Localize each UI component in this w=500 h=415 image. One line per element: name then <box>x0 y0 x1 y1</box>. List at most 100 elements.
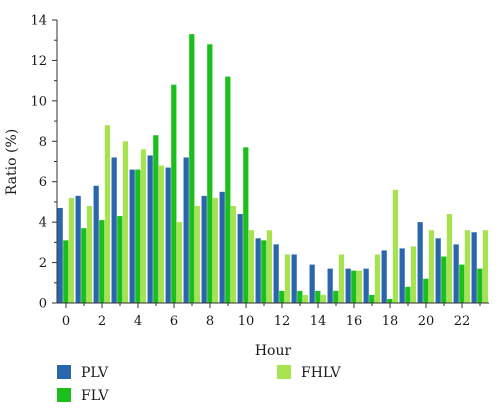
bar-plv-13 <box>291 254 297 303</box>
bar-plv-8 <box>201 195 207 303</box>
bar-fhlv-12 <box>284 254 291 303</box>
bar-plv-4 <box>129 169 135 303</box>
bar-fhlv-16 <box>356 270 363 303</box>
bar-fhlv-23 <box>482 230 489 303</box>
bar-flv-13 <box>297 290 303 303</box>
bar-flv-18 <box>387 298 393 303</box>
bar-fhlv-19 <box>410 246 417 303</box>
y-tick-label: 12 <box>30 54 47 69</box>
bar-fhlv-15 <box>338 254 345 303</box>
bar-plv-19 <box>399 248 405 303</box>
bar-fhlv-22 <box>464 230 471 303</box>
legend-swatch-plv <box>57 365 71 379</box>
bar-plv-18 <box>381 250 387 303</box>
bar-fhlv-10 <box>248 230 255 303</box>
bar-fhlv-8 <box>212 197 219 303</box>
bar-flv-17 <box>369 294 375 303</box>
bar-flv-1 <box>81 228 87 303</box>
y-axis-title: Ratio (%) <box>4 129 20 195</box>
bar-plv-22 <box>453 244 459 303</box>
bar-plv-1 <box>75 195 81 303</box>
bar-fhlv-11 <box>266 230 273 303</box>
x-tick-label: 6 <box>170 314 178 329</box>
y-tick-label: 2 <box>39 256 47 271</box>
bar-fhlv-5 <box>158 165 165 303</box>
bar-fhlv-6 <box>176 222 183 303</box>
bar-plv-16 <box>345 268 351 303</box>
bar-fhlv-14 <box>320 294 327 303</box>
bar-flv-7 <box>189 34 195 304</box>
bar-flv-12 <box>279 290 285 303</box>
x-tick-label: 14 <box>310 314 327 329</box>
bar-fhlv-7 <box>194 205 201 303</box>
x-tick-label: 12 <box>274 314 291 329</box>
bar-fhlv-2 <box>104 125 111 303</box>
bar-fhlv-17 <box>374 254 381 303</box>
x-tick-label: 0 <box>62 314 70 329</box>
x-tick-label: 10 <box>238 314 255 329</box>
bar-flv-16 <box>351 270 357 303</box>
bar-plv-6 <box>165 167 171 303</box>
bar-fhlv-20 <box>428 230 435 303</box>
bar-plv-21 <box>435 238 441 303</box>
bar-plv-12 <box>273 244 279 303</box>
x-tick-label: 20 <box>418 314 435 329</box>
y-tick-label: 4 <box>39 216 47 231</box>
bar-plv-17 <box>363 268 369 303</box>
bar-fhlv-13 <box>302 294 309 303</box>
x-tick-label: 16 <box>346 314 363 329</box>
bar-fhlv-0 <box>68 197 75 303</box>
x-ticks-group: 0 2 4 6 8 10 12 14 16 18 20 22 <box>62 303 481 329</box>
bar-plv-9 <box>219 191 225 303</box>
bar-flv-6 <box>171 84 177 303</box>
bar-flv-2 <box>99 220 105 303</box>
bar-flv-8 <box>207 44 213 303</box>
bar-fhlv-4 <box>140 149 147 303</box>
x-tick-label: 8 <box>206 314 214 329</box>
bar-flv-9 <box>225 76 231 303</box>
bar-flv-14 <box>315 290 321 303</box>
bar-flv-23 <box>477 268 483 303</box>
bar-plv-5 <box>147 155 153 303</box>
legend-swatch-fhlv <box>277 365 291 379</box>
bar-flv-5 <box>153 135 159 303</box>
bar-flv-11 <box>261 240 267 303</box>
bar-flv-15 <box>333 290 339 303</box>
x-tick-label: 4 <box>134 314 142 329</box>
y-tick-label: 0 <box>39 297 47 312</box>
bar-plv-7 <box>183 157 189 303</box>
bar-plv-14 <box>309 264 315 303</box>
bar-fhlv-3 <box>122 141 129 303</box>
legend-label-flv: FLV <box>81 388 109 404</box>
bar-flv-0 <box>63 240 69 303</box>
legend: PLV FLV FHLV <box>57 365 342 404</box>
bar-plv-2 <box>93 185 99 303</box>
bar-fhlv-9 <box>230 205 237 303</box>
x-tick-label: 22 <box>454 314 471 329</box>
bar-flv-10 <box>243 147 249 303</box>
bar-plv-23 <box>471 232 477 303</box>
y-ticks-group: 0 2 4 6 8 10 12 14 <box>30 14 57 312</box>
bar-flv-4 <box>135 169 141 303</box>
y-tick-label: 8 <box>39 135 47 150</box>
bar-fhlv-21 <box>446 214 453 303</box>
bar-fhlv-1 <box>86 205 93 303</box>
bar-plv-20 <box>417 222 423 303</box>
legend-swatch-flv <box>57 388 71 402</box>
bar-flv-22 <box>459 264 465 303</box>
x-tick-label: 2 <box>98 314 106 329</box>
x-axis-title: Hour <box>255 343 292 359</box>
bar-plv-10 <box>237 214 243 303</box>
bar-flv-20 <box>423 278 429 303</box>
bar-flv-21 <box>441 256 447 303</box>
bar-plv-0 <box>57 207 63 303</box>
y-tick-label: 10 <box>30 94 47 109</box>
bar-flv-19 <box>405 286 411 303</box>
bar-fhlv-18 <box>392 189 399 303</box>
y-tick-label: 14 <box>30 14 47 29</box>
bar-plv-15 <box>327 268 333 303</box>
legend-label-plv: PLV <box>81 365 109 381</box>
x-tick-label: 18 <box>382 314 399 329</box>
y-tick-label: 6 <box>39 175 47 190</box>
